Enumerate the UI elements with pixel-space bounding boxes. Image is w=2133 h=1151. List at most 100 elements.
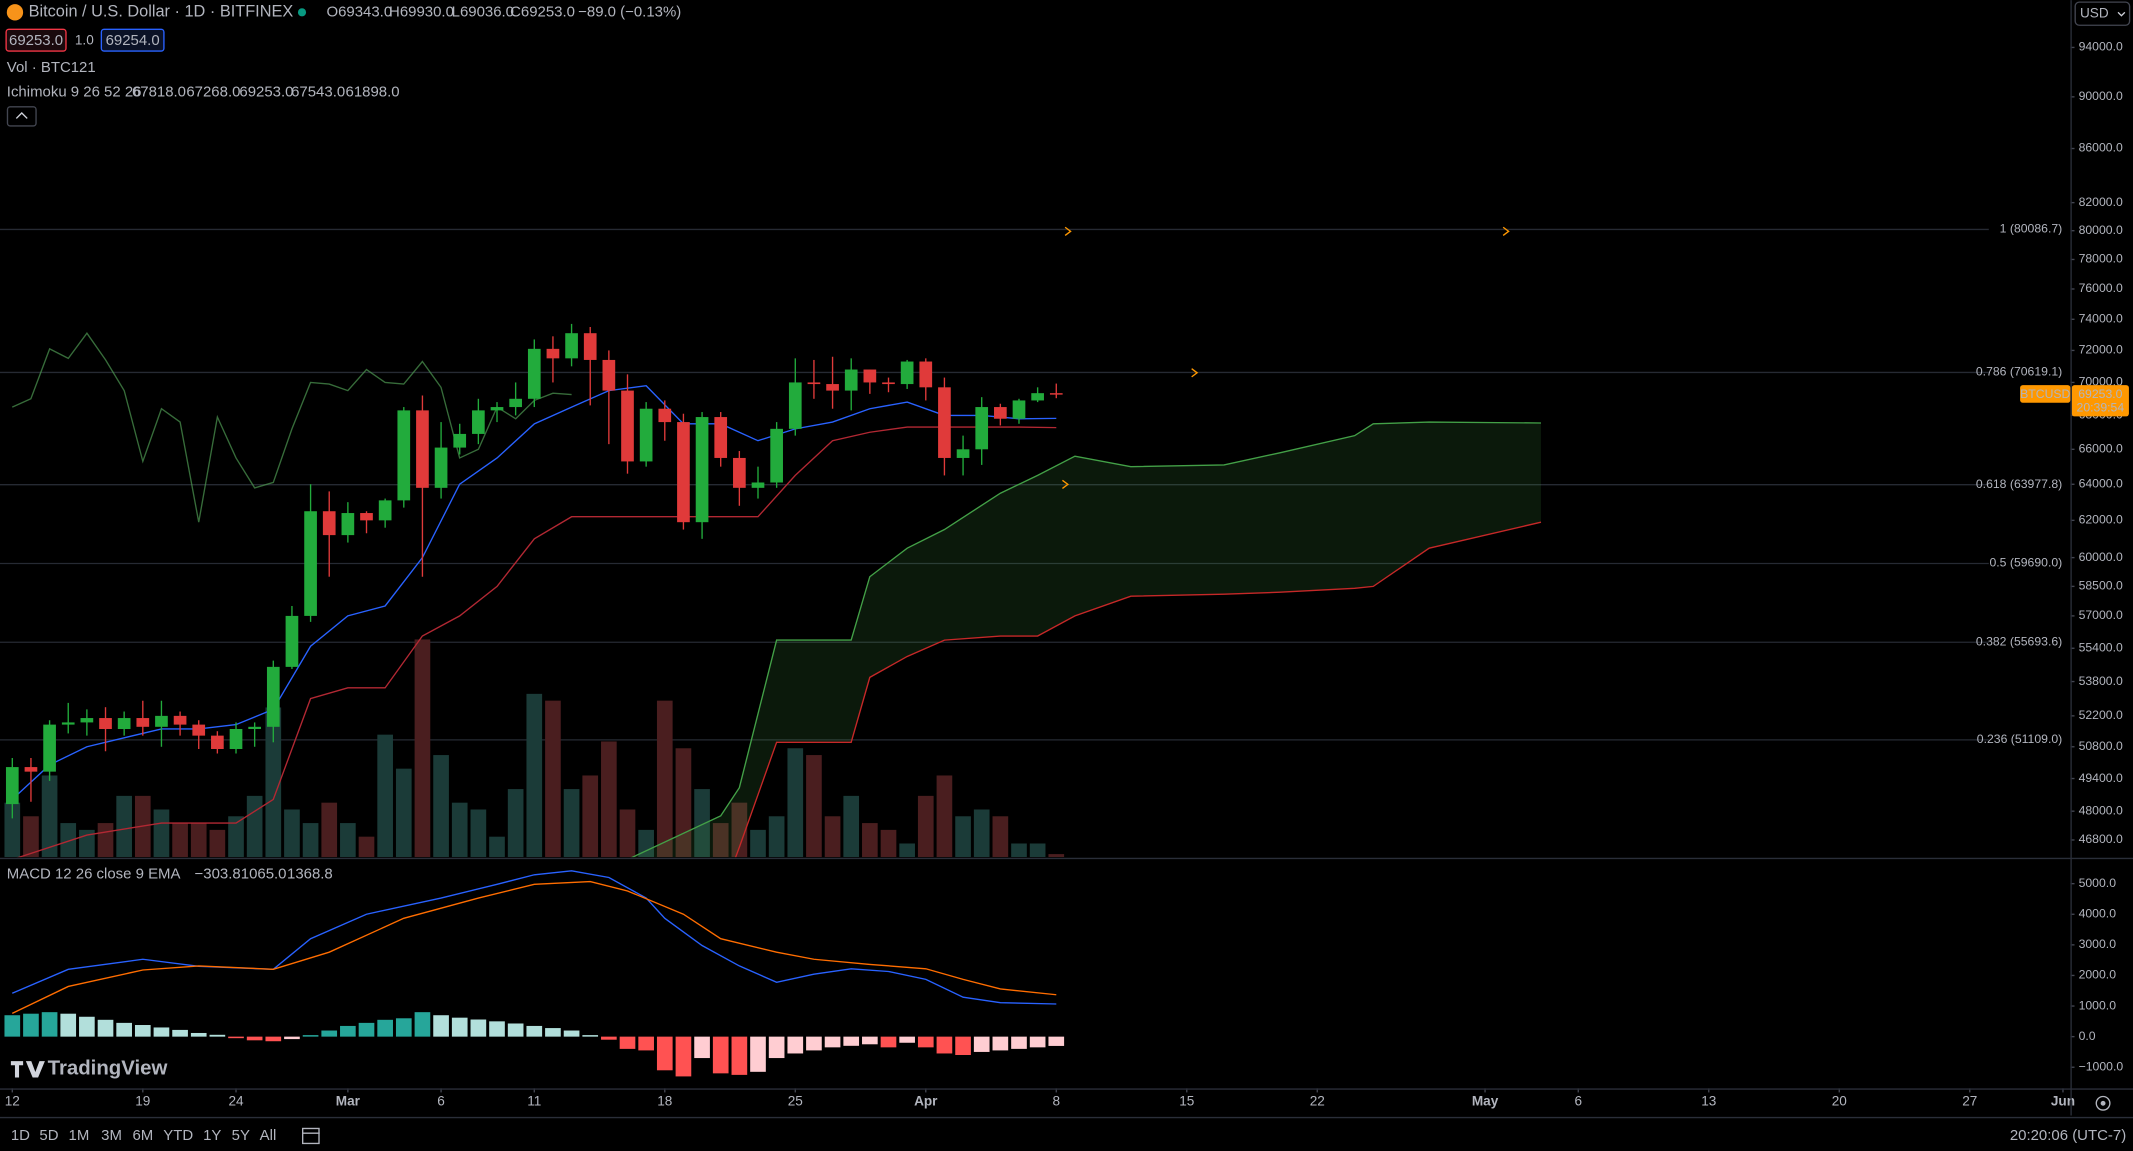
volume-bar — [545, 700, 561, 858]
candle-body — [714, 417, 728, 458]
range-button[interactable]: YTD — [163, 1127, 193, 1144]
candle-body — [733, 457, 746, 488]
volume-bar — [917, 795, 934, 858]
range-button[interactable]: 1M — [69, 1127, 90, 1144]
y-tick-label: 74000.0 — [2079, 312, 2123, 326]
candle-body — [863, 369, 877, 383]
macd-histogram-bar — [1011, 1036, 1027, 1049]
countdown: 20:39:54 — [2077, 400, 2125, 414]
macd-histogram-bar — [414, 1012, 431, 1037]
volume-bar — [228, 816, 244, 858]
candle-body — [1049, 393, 1063, 395]
buy-button[interactable] — [100, 28, 165, 52]
candle-body — [5, 767, 19, 805]
macd-histogram-bar — [4, 1015, 21, 1037]
volume-bar — [582, 775, 599, 858]
volume-bar — [246, 795, 263, 858]
macd-histogram-bar — [172, 1029, 188, 1037]
volume-bar — [41, 775, 58, 858]
volume-bar — [862, 823, 878, 858]
macd-histogram-bar — [209, 1034, 226, 1037]
macd-histogram-bar — [489, 1021, 505, 1037]
candle-body — [882, 382, 895, 385]
range-button[interactable]: 5D — [39, 1127, 58, 1144]
y-tick-label: 58500.0 — [2079, 579, 2123, 593]
gear[interactable] — [2095, 1095, 2111, 1111]
candle-body — [490, 407, 504, 411]
calendar-icon[interactable] — [301, 1127, 320, 1145]
candle-body — [211, 735, 224, 750]
candle-body — [844, 369, 858, 391]
sell-button[interactable] — [5, 28, 67, 52]
y-tick-label: 55400.0 — [2079, 640, 2123, 654]
settings-icon[interactable] — [2095, 1095, 2111, 1111]
macd-histogram-bar — [507, 1023, 524, 1037]
macd-histogram-bar — [302, 1035, 319, 1037]
volume-bar — [787, 748, 804, 858]
candle-body — [1031, 393, 1044, 401]
macd-histogram-bar — [750, 1036, 766, 1072]
macd-histogram-bar — [451, 1017, 468, 1037]
currency[interactable]: USD — [2080, 5, 2109, 20]
macd-histogram-bar — [619, 1036, 636, 1049]
ichimoku-title: Ichimoku 9 26 52 26 — [7, 84, 142, 101]
y-tick-label: 62000.0 — [2079, 513, 2123, 527]
y-tick-label: 57000.0 — [2079, 608, 2123, 622]
candle-body — [136, 718, 150, 727]
y-tick-label: 82000.0 — [2079, 195, 2123, 209]
volume-bar — [1011, 843, 1027, 858]
macd-value: 1368.8 — [287, 866, 333, 883]
macd-histogram-bar — [973, 1036, 990, 1052]
y-tick-label: −1000.0 — [2079, 1059, 2124, 1073]
candle-body — [61, 722, 75, 725]
macd-histogram-bar — [97, 1019, 114, 1037]
macd-histogram-bar — [768, 1036, 785, 1059]
macd-histogram-bar — [246, 1036, 263, 1041]
macd-histogram-bar — [936, 1036, 953, 1054]
range-button[interactable]: All — [260, 1127, 277, 1144]
fib-label: 0.786 (70619.1) — [1976, 365, 2062, 379]
x-tick-label: May — [1472, 1094, 1499, 1109]
range-button[interactable]: 3M — [101, 1127, 122, 1144]
volume-bar — [60, 823, 77, 858]
y-tick-label: 48000.0 — [2079, 803, 2123, 817]
y-tick-label: 53800.0 — [2079, 674, 2123, 688]
currency-button[interactable] — [2074, 1, 2131, 26]
ask-price[interactable]: 69254.0 — [106, 32, 160, 49]
macd-histogram-bar — [116, 1022, 132, 1037]
volume-bar — [601, 741, 617, 858]
candle-body — [639, 408, 653, 462]
volume-bar — [1029, 843, 1046, 858]
x-tick-label: 15 — [1179, 1094, 1194, 1109]
y-tick-label: 0.0 — [2079, 1029, 2096, 1043]
x-tick-label: 24 — [228, 1094, 244, 1109]
range-button[interactable]: 1Y — [203, 1127, 221, 1144]
collapse-button[interactable] — [6, 106, 37, 127]
ichimoku-line — [631, 421, 1541, 858]
macd-title: MACD 12 26 close 9 EMA — [7, 866, 181, 883]
y-tick-label: 86000.0 — [2079, 141, 2123, 155]
range-button[interactable]: 1D — [11, 1127, 30, 1144]
candle-body — [341, 513, 355, 536]
volume-bar — [992, 816, 1009, 858]
volume-bar — [843, 795, 860, 858]
bid-price[interactable]: 69253.0 — [9, 32, 63, 49]
range-button[interactable]: 5Y — [232, 1127, 250, 1144]
macd-histogram-bar — [190, 1032, 207, 1037]
volume-bar — [153, 809, 170, 858]
volume-bar — [116, 795, 132, 858]
volume-bar — [414, 639, 431, 858]
y-tick-label: 76000.0 — [2079, 281, 2123, 295]
range-button[interactable]: 6M — [132, 1127, 153, 1144]
candle-body — [975, 407, 989, 450]
volume-bar — [675, 748, 692, 858]
candle-body — [117, 718, 131, 730]
x-tick-label: 13 — [1701, 1094, 1716, 1109]
macd-histogram-bar — [582, 1035, 599, 1037]
candle-body — [788, 382, 802, 429]
macd-histogram-bar — [545, 1028, 561, 1037]
candle-body — [658, 408, 672, 423]
calendar[interactable] — [301, 1127, 320, 1145]
